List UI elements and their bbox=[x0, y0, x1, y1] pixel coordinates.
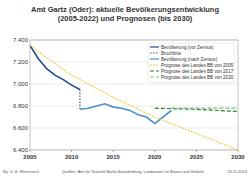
legend-swatch bbox=[150, 52, 159, 53]
y-tick-label: 6.400 bbox=[13, 147, 29, 153]
x-tick bbox=[238, 150, 239, 152]
plot-area bbox=[30, 46, 238, 151]
x-tick bbox=[154, 150, 155, 152]
title: Amt Gartz (Oder): aktuelle Bevölkerungse… bbox=[31, 5, 219, 23]
legend-box bbox=[148, 43, 234, 82]
series-line bbox=[79, 90, 80, 110]
y-tick-label: 6.800 bbox=[13, 103, 29, 109]
y-tick-label: 7.200 bbox=[13, 59, 29, 65]
x-tick-label: 2010 bbox=[65, 154, 79, 160]
legend-label: Bruchlinie bbox=[161, 51, 182, 56]
source: Quellen: Amt für Statistik Berlin-Brande… bbox=[62, 169, 205, 174]
legend-label: Prognose des Landes BB von 2017 bbox=[161, 69, 234, 74]
series-line bbox=[171, 108, 238, 109]
legend-swatch bbox=[150, 58, 159, 59]
legend-label: Prognose des Landes BB von 2005 bbox=[161, 63, 234, 68]
grid-line bbox=[30, 106, 238, 107]
x-tick bbox=[196, 150, 197, 152]
grid-line bbox=[30, 84, 238, 85]
date: 23.11.2023 bbox=[227, 169, 247, 174]
legend-swatch bbox=[150, 70, 159, 71]
author: By: U. E. Ehrenreich bbox=[3, 169, 39, 174]
x-tick-label: 2005 bbox=[23, 154, 37, 160]
x-tick bbox=[30, 150, 31, 152]
legend-label: Prognose des Landes BB von 2020 bbox=[161, 75, 234, 80]
x-tick bbox=[71, 150, 72, 152]
legend-label: Bevölkerung (vor Zensus) bbox=[161, 45, 214, 50]
grid-line bbox=[30, 128, 238, 129]
x-tick-label: 2025 bbox=[190, 154, 204, 160]
legend-swatch bbox=[150, 76, 159, 77]
x-tick-label: 2015 bbox=[107, 154, 121, 160]
series-line bbox=[155, 108, 238, 111]
plot-frame bbox=[30, 40, 238, 150]
series-line bbox=[30, 46, 238, 151]
y-tick-label: 7.000 bbox=[13, 81, 29, 87]
legend-swatch bbox=[150, 46, 159, 47]
legend-swatch bbox=[150, 64, 159, 65]
series-line bbox=[30, 46, 80, 90]
y-tick-label: 7.400 bbox=[13, 37, 29, 43]
x-tick-label: 2030 bbox=[231, 154, 245, 160]
x-tick bbox=[113, 150, 114, 152]
y-tick-label: 6.600 bbox=[13, 125, 29, 131]
series-line bbox=[80, 104, 172, 124]
x-tick-label: 2020 bbox=[148, 154, 162, 160]
legend-label: Bevölkerung (nach Zensus) bbox=[161, 57, 218, 62]
